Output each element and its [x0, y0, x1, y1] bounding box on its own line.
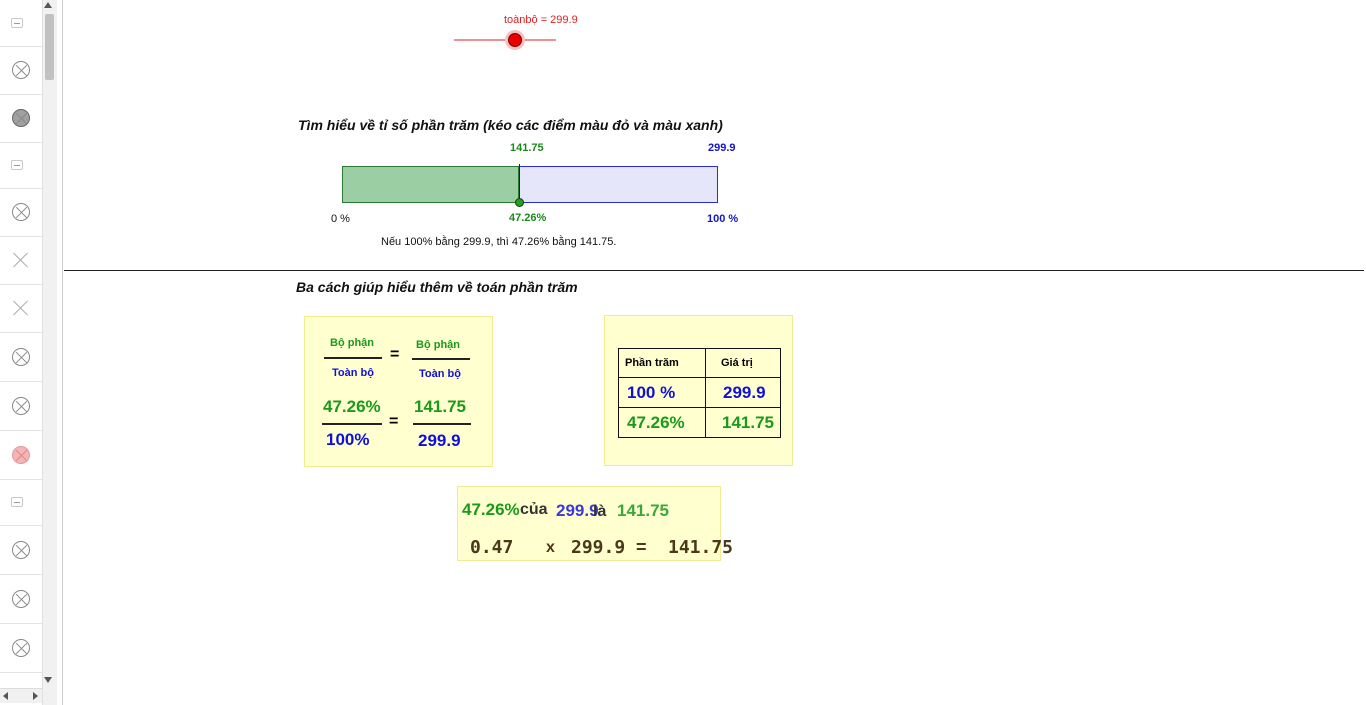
scroll-up-icon[interactable] [44, 2, 52, 8]
fraction-line [322, 423, 382, 425]
part-value-label: 141.75 [510, 142, 544, 154]
fraction-line [413, 423, 471, 425]
algebra-row[interactable] [0, 525, 42, 575]
equation-percent: 47.26% [462, 500, 520, 519]
fraction-equals-2: = [389, 413, 399, 430]
collapse-icon[interactable] [11, 497, 23, 507]
sidebar-scrollbar[interactable] [42, 0, 57, 705]
visibility-toggle-icon[interactable] [12, 445, 30, 464]
slider-track[interactable] [454, 39, 556, 41]
collapse-icon[interactable] [11, 160, 23, 170]
scroll-down-icon[interactable] [44, 677, 52, 683]
percent-bar-remaining [519, 166, 718, 203]
algebra-row[interactable] [0, 381, 42, 431]
percent-table: Phần trăm Giá trị 100 % 299.9 47.26% 141… [618, 348, 781, 438]
fraction-den-left: 100% [326, 430, 370, 449]
visibility-toggle-icon[interactable] [12, 396, 30, 415]
visibility-toggle-icon[interactable] [12, 203, 30, 221]
equation-decimal: 0.47 [470, 537, 514, 558]
equation-result: 141.75 [668, 537, 734, 558]
collapse-icon[interactable] [11, 18, 23, 28]
algebra-row[interactable] [0, 623, 42, 673]
equation-whole2: 299.9 [571, 537, 626, 558]
sidebar-scroll-thumb[interactable] [45, 14, 54, 80]
fraction-label-top-right: Bộ phận [416, 339, 460, 351]
table-header-percent: Phần trăm [618, 348, 706, 378]
fraction-den-right: 299.9 [418, 431, 461, 450]
fraction-num-left: 47.26% [323, 397, 381, 416]
fraction-label-bottom-left: Toàn bộ [332, 367, 374, 379]
algebra-row[interactable] [0, 142, 42, 189]
horizontal-scrollbar[interactable] [0, 688, 42, 703]
close-icon[interactable] [13, 252, 29, 268]
slider-handle[interactable] [508, 33, 522, 47]
panel-divider[interactable] [62, 0, 63, 705]
fraction-label-top-left: Bộ phận [330, 337, 374, 349]
visibility-toggle-icon[interactable] [12, 589, 30, 608]
algebra-row[interactable] [0, 430, 42, 480]
visibility-toggle-icon[interactable] [12, 109, 30, 127]
scroll-left-icon[interactable] [3, 692, 8, 700]
equation-whole: 299.9 [556, 501, 599, 520]
fraction-line [412, 358, 470, 360]
slider-label: toànbộ = 299.9 [504, 14, 578, 26]
equation-equals: = [636, 537, 647, 557]
table-cell-value: 299.9 [705, 377, 781, 408]
algebra-view-sidebar [0, 0, 42, 705]
fraction-num-right: 141.75 [414, 397, 466, 416]
percent-bar-divider [519, 164, 520, 203]
scroll-right-icon[interactable] [33, 692, 38, 700]
table-header-value: Giá trị [705, 348, 781, 378]
visibility-toggle-icon[interactable] [12, 347, 30, 366]
algebra-row[interactable] [0, 574, 42, 624]
fraction-note: Bộ phận Toàn bộ = Bộ phận Toàn bộ 47.26%… [304, 316, 493, 467]
percent-drag-point[interactable] [515, 198, 524, 207]
algebra-row[interactable] [0, 284, 42, 333]
whole-value-label: 299.9 [708, 142, 736, 154]
section2-title: Ba cách giúp hiểu thêm về toán phần trăm [296, 279, 578, 295]
section1-title: Tìm hiểu về tỉ số phần trăm (kéo các điể… [298, 117, 723, 133]
equation-part: 141.75 [617, 501, 669, 520]
fraction-equals-1: = [390, 346, 400, 363]
algebra-row[interactable] [0, 188, 42, 237]
close-icon[interactable] [13, 300, 29, 316]
fraction-line [324, 357, 382, 359]
algebra-row[interactable] [0, 479, 42, 526]
percent-sentence: Nếu 100% bằng 299.9, thì 47.26% bằng 141… [381, 236, 617, 248]
zero-percent-label: 0 % [331, 213, 350, 225]
algebra-row[interactable] [0, 332, 42, 382]
full-percent-label: 100 % [707, 213, 739, 225]
visibility-toggle-icon[interactable] [12, 540, 30, 559]
part-percent-label: 47.26% [509, 212, 547, 224]
table-note: Phần trăm Giá trị 100 % 299.9 47.26% 141… [604, 315, 793, 466]
equation-times: x [546, 539, 555, 556]
equation-of-word: của [520, 501, 548, 518]
algebra-row[interactable] [0, 46, 42, 95]
fraction-label-bottom-right: Toàn bộ [419, 368, 461, 380]
algebra-row[interactable] [0, 236, 42, 285]
percent-bar-filled [342, 166, 519, 203]
algebra-row[interactable] [0, 94, 42, 143]
equation-note [457, 486, 721, 561]
section-divider-line [64, 270, 1364, 271]
equation-is-word: là [593, 503, 607, 520]
visibility-toggle-icon[interactable] [12, 638, 30, 657]
table-cell-percent: 100 % [618, 377, 706, 408]
table-cell-value: 141.75 [705, 407, 781, 438]
algebra-row[interactable] [0, 0, 42, 47]
visibility-toggle-icon[interactable] [12, 61, 30, 79]
table-cell-percent: 47.26% [618, 407, 706, 438]
